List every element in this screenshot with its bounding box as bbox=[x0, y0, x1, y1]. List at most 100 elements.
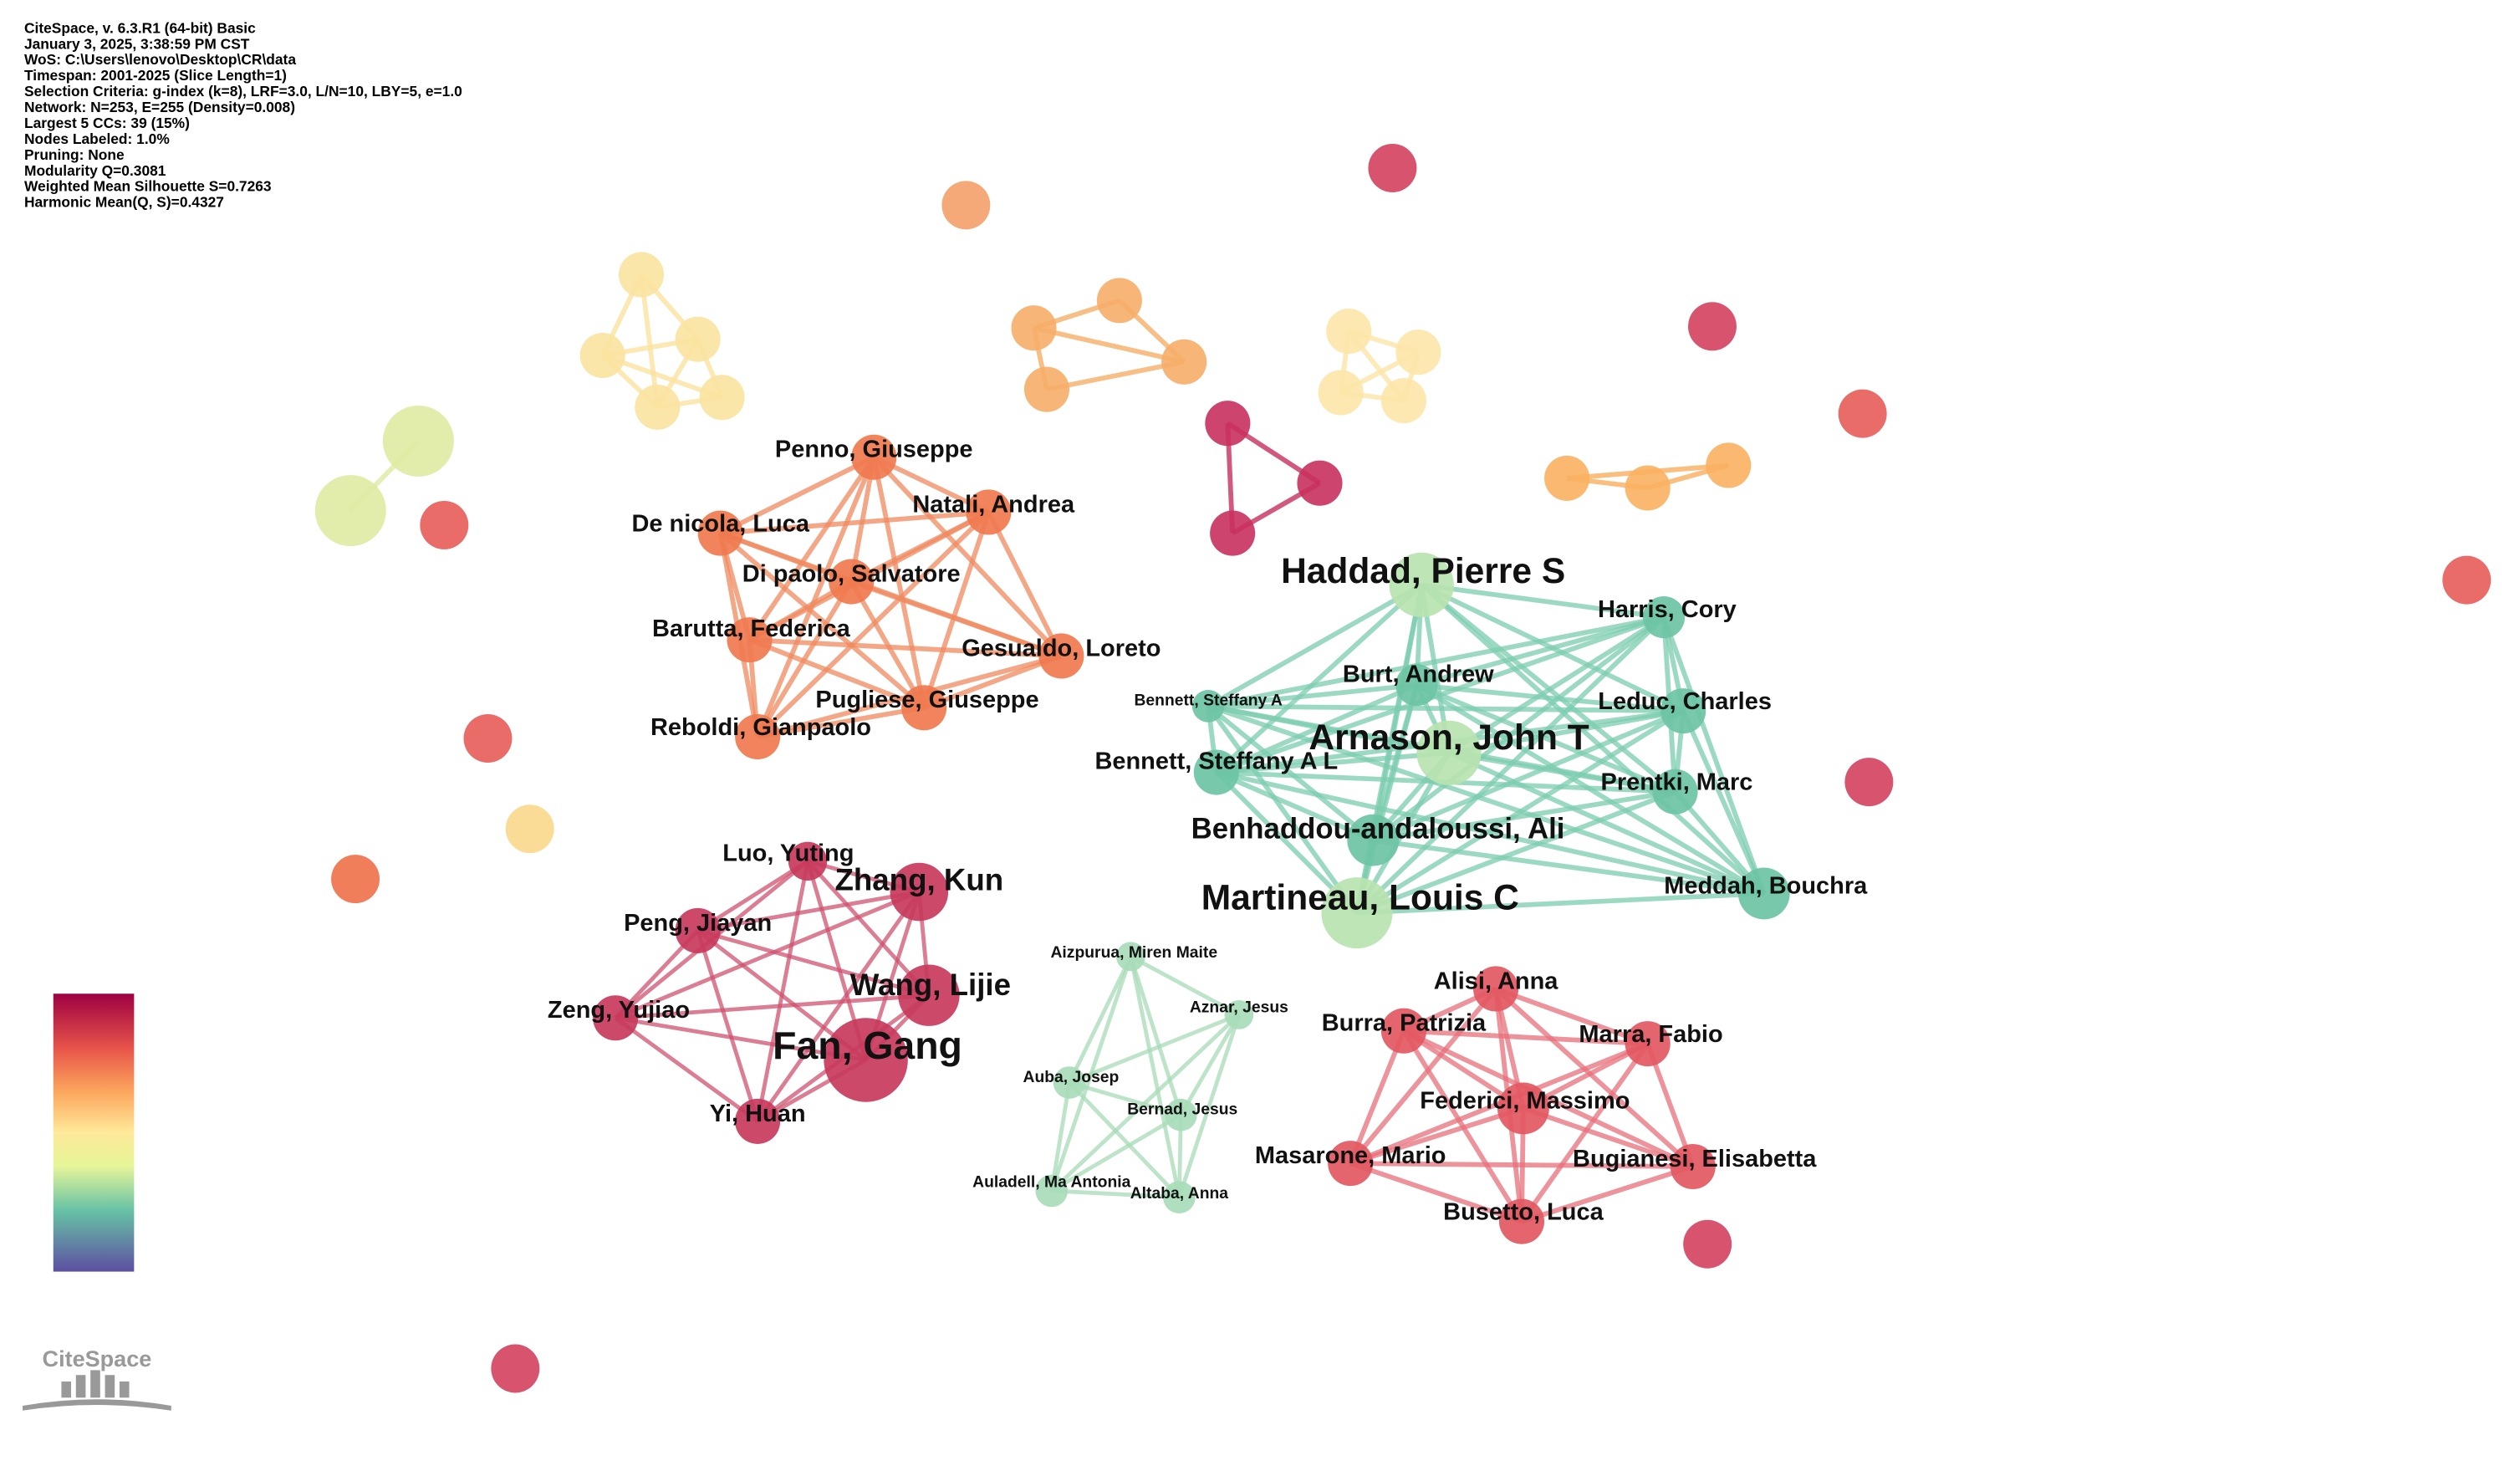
node bbox=[1096, 278, 1142, 324]
labels: Penno, Giuseppe Natali, Andrea De nicola, … bbox=[548, 437, 1868, 1226]
edge bbox=[1207, 703, 1765, 896]
header-line: Harmonic Mean(Q, S)=0.4327 bbox=[24, 194, 224, 211]
node bbox=[1706, 442, 1752, 488]
node bbox=[314, 475, 386, 547]
edge bbox=[1216, 750, 1450, 775]
node bbox=[829, 559, 875, 605]
edge bbox=[1348, 987, 1498, 1165]
node bbox=[898, 964, 960, 1026]
node-label: Di paolo, Salvatore bbox=[742, 560, 961, 587]
edge bbox=[1348, 1029, 1406, 1165]
edge bbox=[1416, 682, 1684, 714]
header-line: Weighted Mean Silhouette S=0.7263 bbox=[24, 178, 272, 195]
node-label: Reboldi, Gianpaolo bbox=[650, 714, 871, 741]
node-label: Peng, Jiayan bbox=[624, 910, 772, 937]
node bbox=[1193, 749, 1239, 795]
logo-text: CiteSpace bbox=[43, 1346, 152, 1371]
edge bbox=[696, 928, 930, 998]
node bbox=[382, 405, 454, 477]
header-line: Modularity Q=0.3081 bbox=[24, 162, 166, 179]
edge bbox=[1495, 986, 1649, 1046]
logo-icon bbox=[23, 1370, 171, 1411]
node bbox=[1326, 309, 1372, 355]
header-line: Selection Criteria: g-index (k=8), LRF=3… bbox=[24, 83, 462, 100]
node bbox=[1163, 1181, 1196, 1214]
edge bbox=[1420, 583, 1766, 896]
edge bbox=[1050, 1113, 1182, 1193]
node bbox=[1497, 1082, 1549, 1135]
edge bbox=[923, 653, 1063, 710]
header-line: Nodes Labeled: 1.0% bbox=[24, 130, 170, 147]
edge bbox=[1522, 1106, 1694, 1169]
edge bbox=[1421, 582, 1665, 620]
node-label: Auladell, Ma Antonia bbox=[972, 1173, 1130, 1191]
edge bbox=[1661, 616, 1767, 895]
edge bbox=[1356, 891, 1764, 916]
edge bbox=[1206, 582, 1423, 708]
node-label: Penno, Giuseppe bbox=[775, 437, 973, 463]
header-line: Largest 5 CCs: 39 (15%) bbox=[24, 115, 190, 131]
edge bbox=[1349, 1106, 1524, 1166]
edge bbox=[1207, 615, 1665, 709]
node bbox=[1023, 366, 1070, 412]
edge bbox=[1402, 1029, 1695, 1169]
node bbox=[675, 907, 721, 953]
edge bbox=[718, 531, 926, 710]
edge bbox=[1067, 955, 1133, 1084]
node bbox=[699, 375, 745, 421]
node-label: Benhaddou-andaloussi, Ali bbox=[1191, 813, 1565, 845]
edge bbox=[986, 511, 1064, 657]
edge bbox=[696, 930, 760, 1122]
node bbox=[1347, 814, 1400, 866]
node bbox=[735, 1098, 781, 1144]
node-label: Masarone, Mario bbox=[1255, 1142, 1446, 1169]
node bbox=[1838, 389, 1887, 438]
node bbox=[1737, 867, 1790, 920]
edge bbox=[1448, 750, 1676, 794]
node bbox=[788, 841, 828, 881]
node bbox=[1473, 966, 1519, 1012]
edge bbox=[614, 1016, 759, 1123]
node-label: Harris, Cory bbox=[1598, 596, 1737, 623]
node-label: Federici, Massimo bbox=[1420, 1087, 1630, 1114]
edge bbox=[1207, 682, 1417, 709]
node bbox=[505, 804, 554, 854]
node bbox=[735, 714, 781, 760]
node-label: Burt, Andrew bbox=[1343, 661, 1494, 687]
edge bbox=[1447, 750, 1765, 896]
node bbox=[1328, 1141, 1374, 1187]
node-label: Pugliese, Giuseppe bbox=[815, 687, 1038, 713]
node bbox=[1224, 999, 1254, 1029]
node bbox=[1165, 1098, 1197, 1131]
node bbox=[1652, 769, 1698, 815]
node-label: Leduc, Charles bbox=[1598, 688, 1772, 715]
edge bbox=[1129, 956, 1183, 1116]
edge bbox=[757, 705, 925, 739]
node bbox=[593, 995, 639, 1041]
node bbox=[463, 714, 513, 763]
edge bbox=[755, 861, 810, 1122]
edge bbox=[720, 509, 989, 536]
node-label: Alisi, Anna bbox=[1434, 968, 1559, 994]
edge bbox=[747, 456, 876, 641]
header-line: WoS: C:\Users\lenovo\Desktop\CR\data bbox=[24, 51, 296, 68]
edge bbox=[1069, 1013, 1240, 1085]
edge bbox=[1355, 789, 1676, 916]
edge bbox=[755, 456, 876, 738]
node-label: Zeng, Yujiao bbox=[548, 997, 690, 1024]
node bbox=[901, 685, 947, 731]
node-label: Martineau, Louis C bbox=[1201, 878, 1519, 917]
node-label: Auba, Josep bbox=[1023, 1069, 1120, 1086]
edge bbox=[1216, 769, 1765, 896]
edge bbox=[1129, 956, 1181, 1198]
node bbox=[1625, 1021, 1671, 1067]
node bbox=[331, 855, 380, 904]
node-label: Arnason, John T bbox=[1308, 718, 1589, 758]
edge bbox=[756, 891, 921, 1123]
node bbox=[941, 181, 991, 230]
node-label: Bennett, Steffany A L bbox=[1094, 748, 1338, 775]
edge bbox=[1519, 1042, 1650, 1223]
node bbox=[1210, 510, 1256, 556]
